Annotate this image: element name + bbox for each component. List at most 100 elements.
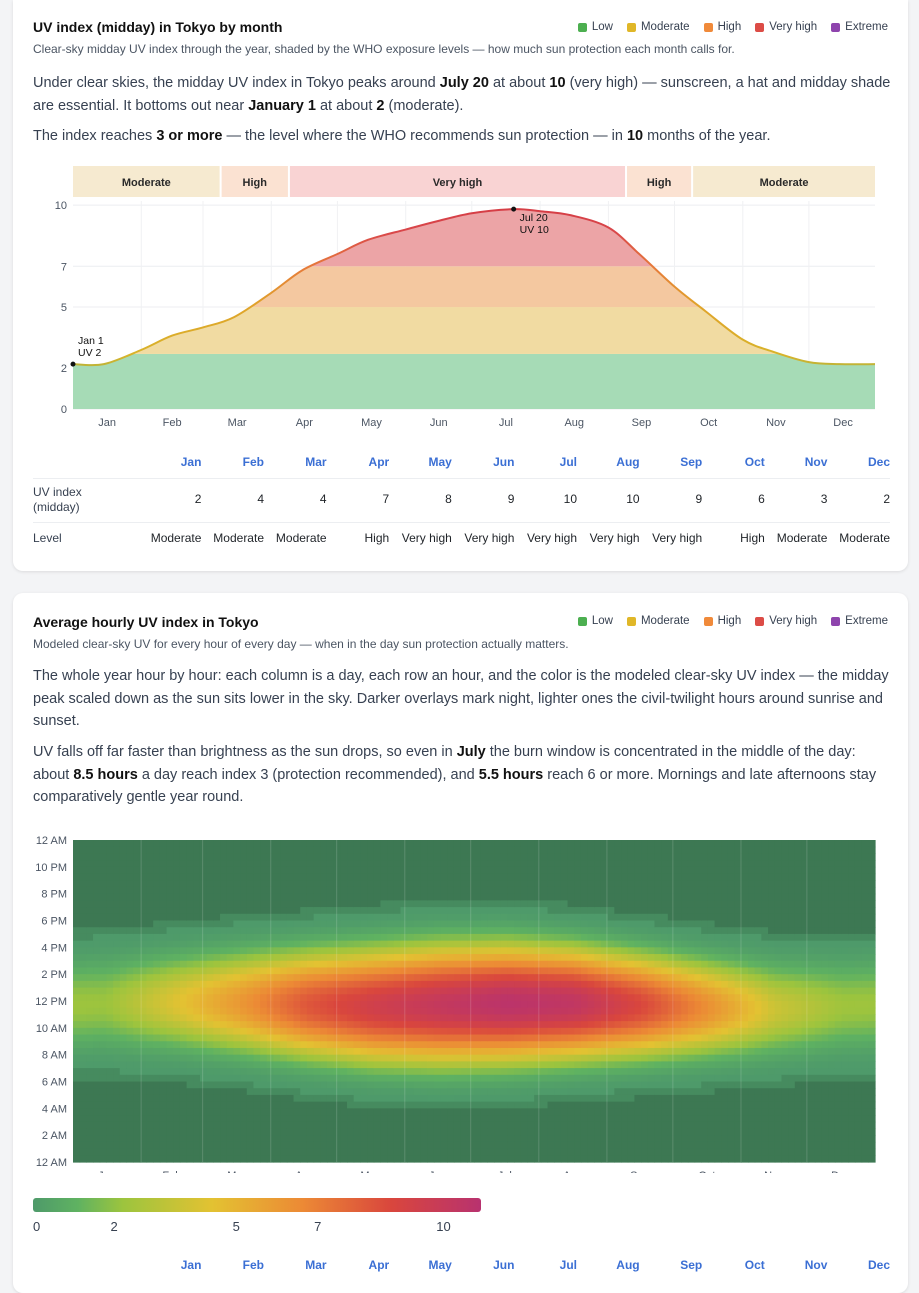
table-cell-level: Very high [464, 531, 514, 545]
level-band-label: High [647, 177, 672, 189]
legend-swatch [704, 23, 713, 32]
y-tick-label: 12 AM [36, 1157, 67, 1169]
footer-month-header: Oct [745, 1258, 765, 1272]
footer-month-header: Mar [305, 1258, 326, 1272]
annotation-point [71, 362, 76, 367]
x-tick-label: May [361, 417, 382, 429]
row-label: UV index (midday) [33, 485, 103, 515]
x-tick-label: Oct [700, 417, 717, 429]
legend-label: Very high [769, 21, 817, 33]
y-tick-label: 4 AM [42, 1103, 67, 1115]
legend-swatch [704, 617, 713, 626]
x-tick-label: Feb [162, 1170, 181, 1173]
text-run: at about [316, 98, 376, 114]
table-cell-level: Very high [652, 531, 702, 545]
hours-3plus: 8.5 hours [73, 767, 137, 783]
x-tick-label: Nov [766, 417, 786, 429]
x-tick-label: Jun [429, 1170, 447, 1173]
level-band-label: Moderate [122, 177, 171, 189]
threshold-value: 3 or more [156, 128, 222, 144]
level-band-label: High [243, 177, 268, 189]
x-tick-label: Sep [630, 1170, 650, 1173]
y-tick-label: 0 [61, 404, 67, 416]
table-cell-level: High [740, 531, 765, 545]
legend-item: Extreme [831, 615, 888, 627]
x-tick-label: Mar [228, 417, 247, 429]
color-scale-tick: 7 [314, 1219, 321, 1234]
footer-month-header: Jul [560, 1258, 577, 1272]
table-month-header: Feb [243, 455, 264, 469]
x-tick-label: Jan [98, 417, 116, 429]
uv-zone-fill [73, 354, 875, 409]
text-run: UV falls off far faster than brightness … [33, 744, 457, 760]
x-tick-label: Sep [632, 417, 652, 429]
color-scale-tick: 10 [436, 1219, 450, 1234]
x-tick-label: Aug [563, 1170, 583, 1173]
legend-item: Very high [755, 615, 817, 627]
legend-swatch [755, 23, 764, 32]
y-tick-label: 6 AM [42, 1077, 67, 1089]
footer-month-header: Aug [616, 1258, 639, 1272]
x-tick-label: Aug [564, 417, 584, 429]
annotation-date: Jan 1 [78, 335, 104, 347]
text-run: a day reach index 3 (protection recommen… [138, 767, 479, 783]
color-scale-tick: 2 [110, 1219, 117, 1234]
hours-6plus: 5.5 hours [479, 767, 543, 783]
color-scale-tick: 5 [233, 1219, 240, 1234]
text-run: — the level where the WHO recommends sun… [222, 128, 627, 144]
y-tick-label: 7 [61, 261, 67, 273]
table-month-header: Aug [616, 455, 639, 469]
table-cell-level: Very high [590, 531, 640, 545]
y-tick-label: 12 AM [36, 835, 67, 847]
table-month-header: Mar [305, 455, 326, 469]
card-subtitle: Clear-sky midday UV index through the ye… [33, 42, 735, 56]
table-cell-level: Moderate [213, 531, 264, 545]
text-run: Under clear skies, the midday UV index i… [33, 75, 440, 91]
x-tick-label: Feb [163, 417, 182, 429]
legend-label: Extreme [845, 21, 888, 33]
text-run: months of the year. [643, 128, 770, 144]
legend-label: Low [592, 21, 613, 33]
x-tick-label: Apr [296, 417, 313, 429]
table-month-header: Jun [493, 455, 514, 469]
table-cell-level: High [365, 531, 390, 545]
annotation-point [511, 207, 516, 212]
table-cell-uv: 4 [320, 492, 327, 506]
y-tick-label: 10 PM [35, 862, 67, 874]
legend-swatch [831, 617, 840, 626]
x-tick-label: Jan [98, 1170, 116, 1173]
table-cell-level: Moderate [839, 531, 890, 545]
annotation-date: Jul 20 [520, 212, 548, 224]
description-paragraph: The whole year hour by hour: each column… [33, 665, 893, 733]
peak-date: July 20 [440, 75, 489, 91]
footer-month-header: May [428, 1258, 451, 1272]
table-cell-level: Moderate [151, 531, 202, 545]
table-cell-uv: 6 [758, 492, 765, 506]
x-tick-label: Dec [831, 1170, 851, 1173]
legend-swatch [831, 23, 840, 32]
threshold-paragraph: The index reaches 3 or more — the level … [33, 125, 893, 148]
table-cell-uv: 10 [626, 492, 639, 506]
table-cell-uv: 9 [508, 492, 515, 506]
text-run: The index reaches [33, 128, 156, 144]
table-month-header: Jan [181, 455, 202, 469]
table-month-header: Apr [369, 455, 390, 469]
legend-label: High [718, 615, 742, 627]
table-month-header: May [428, 455, 451, 469]
footer-month-header: Feb [243, 1258, 264, 1272]
footer-month-header: Dec [868, 1258, 890, 1272]
low-date: January 1 [248, 98, 316, 114]
legend-swatch [755, 617, 764, 626]
y-tick-label: 12 PM [35, 996, 67, 1008]
table-month-header: Nov [805, 455, 828, 469]
legend-label: Moderate [641, 615, 690, 627]
x-tick-label: Jun [430, 417, 448, 429]
legend-swatch [627, 23, 636, 32]
legend-swatch [627, 617, 636, 626]
peak-value: 10 [549, 75, 565, 91]
